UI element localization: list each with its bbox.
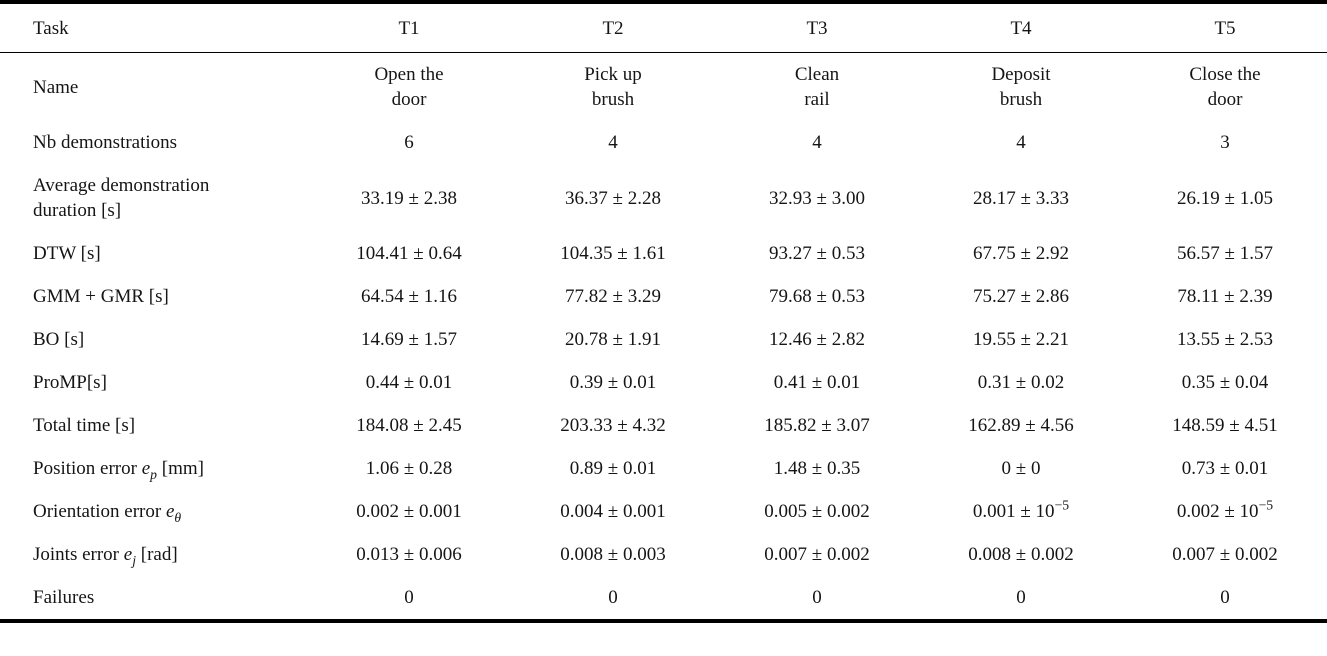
header-row: Task T1 T2 T3 T4 T5 (0, 2, 1327, 53)
table-cell: 0.35 ± 0.04 (1181, 372, 1269, 393)
table-cell: 0.008 ± 0.002 (968, 544, 1074, 565)
table-cell: 0.89 ± 0.01 (569, 458, 657, 479)
table-row: Average demonstration duration [s] 33.19 ±… (0, 164, 1327, 232)
table-cell: 0.002 ± 10−5 (1176, 497, 1274, 522)
table-cell: 0.013 ± 0.006 (356, 544, 462, 565)
table-cell: 13.55 ± 2.53 (1177, 329, 1273, 350)
table-cell: 26.19 ± 1.05 (1177, 187, 1273, 209)
table-row: Name Open the door Pick up brush Clean rail Dep… (0, 53, 1327, 122)
table-cell: 0 (1016, 587, 1026, 608)
row-label: Name (33, 76, 79, 98)
table-cell: 185.82 ± 3.07 (764, 415, 870, 436)
table-cell: 4 (1016, 132, 1026, 153)
row-label: BO [s] (33, 329, 85, 350)
table-cell: 19.55 ± 2.21 (973, 329, 1069, 350)
table-cell: 1.48 ± 0.35 (773, 458, 861, 479)
table-row: ProMP[s] 0.44 ± 0.01 0.39 ± 0.01 0.41 ± 0.0… (0, 361, 1327, 404)
row-label: Average demonstration duration [s] (33, 175, 210, 221)
table-cell: 75.27 ± 2.86 (973, 286, 1069, 307)
table-cell: 12.46 ± 2.82 (769, 329, 865, 350)
table-cell: 79.68 ± 0.53 (769, 286, 865, 307)
table-cell: 184.08 ± 2.45 (356, 415, 462, 436)
table-cell: 32.93 ± 3.00 (769, 187, 865, 209)
table-row: Joints error ej [rad] 0.013 ± 0.006 0.008 … (0, 533, 1327, 576)
row-label: ProMP[s] (33, 372, 107, 393)
table-cell: 14.69 ± 1.57 (361, 329, 457, 350)
row-label: Joints error ej [rad] (33, 544, 178, 568)
table-row: Position error ep [mm] 1.06 ± 0.28 0.89 ± … (0, 447, 1327, 490)
table-cell: 93.27 ± 0.53 (769, 243, 865, 264)
table-cell: 1.06 ± 0.28 (365, 458, 453, 479)
table-cell: 0.39 ± 0.01 (569, 372, 657, 393)
table-cell: 78.11 ± 2.39 (1177, 286, 1273, 307)
column-header-t4: T4 (919, 2, 1123, 53)
table-cell: 0.005 ± 0.002 (764, 501, 870, 522)
table-cell: 0.73 ± 0.01 (1181, 458, 1269, 479)
table-row: GMM + GMR [s] 64.54 ± 1.16 77.82 ± 3.29 79.… (0, 275, 1327, 318)
table-cell: Open the door (374, 64, 444, 110)
table-cell: 20.78 ± 1.91 (565, 329, 661, 350)
table-cell: 0.007 ± 0.002 (1172, 544, 1278, 565)
table-cell: 64.54 ± 1.16 (361, 286, 457, 307)
table-cell: 4 (608, 132, 618, 153)
table-body: Name Open the door Pick up brush Clean rail Dep… (0, 53, 1327, 622)
table-cell: 28.17 ± 3.33 (973, 187, 1069, 209)
table-cell: Pick up brush (584, 64, 642, 110)
table-row: Failures 0 0 0 0 0 (0, 576, 1327, 621)
table-cell: 0 ± 0 (1001, 458, 1041, 479)
column-header-task: Task (0, 2, 307, 53)
table-cell: Close the door (1189, 64, 1261, 110)
table-cell: 0.44 ± 0.01 (365, 372, 453, 393)
table-cell: 56.57 ± 1.57 (1177, 243, 1273, 264)
table-row: BO [s] 14.69 ± 1.57 20.78 ± 1.91 12.46 ± 2.… (0, 318, 1327, 361)
row-label: Failures (33, 587, 95, 608)
row-label: Position error ep [mm] (33, 458, 204, 482)
table-row: Orientation error eθ 0.002 ± 0.001 0.004 ±… (0, 490, 1327, 533)
table-cell: 4 (812, 132, 822, 153)
table-cell: 0 (812, 587, 822, 608)
table-row: Nb demonstrations 6 4 4 4 3 (0, 121, 1327, 164)
table-cell: 33.19 ± 2.38 (361, 187, 457, 209)
table-header: Task T1 T2 T3 T4 T5 (0, 2, 1327, 53)
column-header-t3: T3 (715, 2, 919, 53)
table-cell: 104.41 ± 0.64 (356, 243, 462, 264)
table-cell: Clean rail (794, 64, 840, 110)
results-table: Task T1 T2 T3 T4 T5 Name Open the door Pick up br… (0, 0, 1327, 623)
table-cell: Deposit brush (991, 64, 1051, 110)
table-cell: 0.002 ± 0.001 (356, 501, 462, 522)
table-cell: 0.001 ± 10−5 (972, 497, 1070, 522)
table-cell: 67.75 ± 2.92 (973, 243, 1069, 264)
row-label: Orientation error eθ (33, 501, 182, 525)
table-cell: 0.41 ± 0.01 (773, 372, 861, 393)
table-cell: 0.007 ± 0.002 (764, 544, 870, 565)
row-label: DTW [s] (33, 243, 101, 264)
row-label: Total time [s] (33, 415, 136, 436)
table-row: Total time [s] 184.08 ± 2.45 203.33 ± 4.32… (0, 404, 1327, 447)
column-header-t5: T5 (1123, 2, 1327, 53)
table-cell: 148.59 ± 4.51 (1172, 415, 1278, 436)
table-cell: 0.008 ± 0.003 (560, 544, 666, 565)
table-cell: 36.37 ± 2.28 (565, 187, 661, 209)
column-header-t1: T1 (307, 2, 511, 53)
table-cell: 77.82 ± 3.29 (565, 286, 661, 307)
table-cell: 0.31 ± 0.02 (977, 372, 1065, 393)
table-cell: 3 (1220, 132, 1230, 153)
table-cell: 104.35 ± 1.61 (560, 243, 666, 264)
table-cell: 0 (1220, 587, 1230, 608)
row-label: Nb demonstrations (33, 132, 178, 153)
table-cell: 203.33 ± 4.32 (560, 415, 666, 436)
table-cell: 162.89 ± 4.56 (968, 415, 1074, 436)
table-row: DTW [s] 104.41 ± 0.64 104.35 ± 1.61 93.27 ±… (0, 232, 1327, 275)
table-cell: 6 (404, 132, 414, 153)
row-label: GMM + GMR [s] (33, 286, 169, 307)
column-header-t2: T2 (511, 2, 715, 53)
table-cell: 0 (404, 587, 414, 608)
table-cell: 0 (608, 587, 618, 608)
table-cell: 0.004 ± 0.001 (560, 501, 666, 522)
